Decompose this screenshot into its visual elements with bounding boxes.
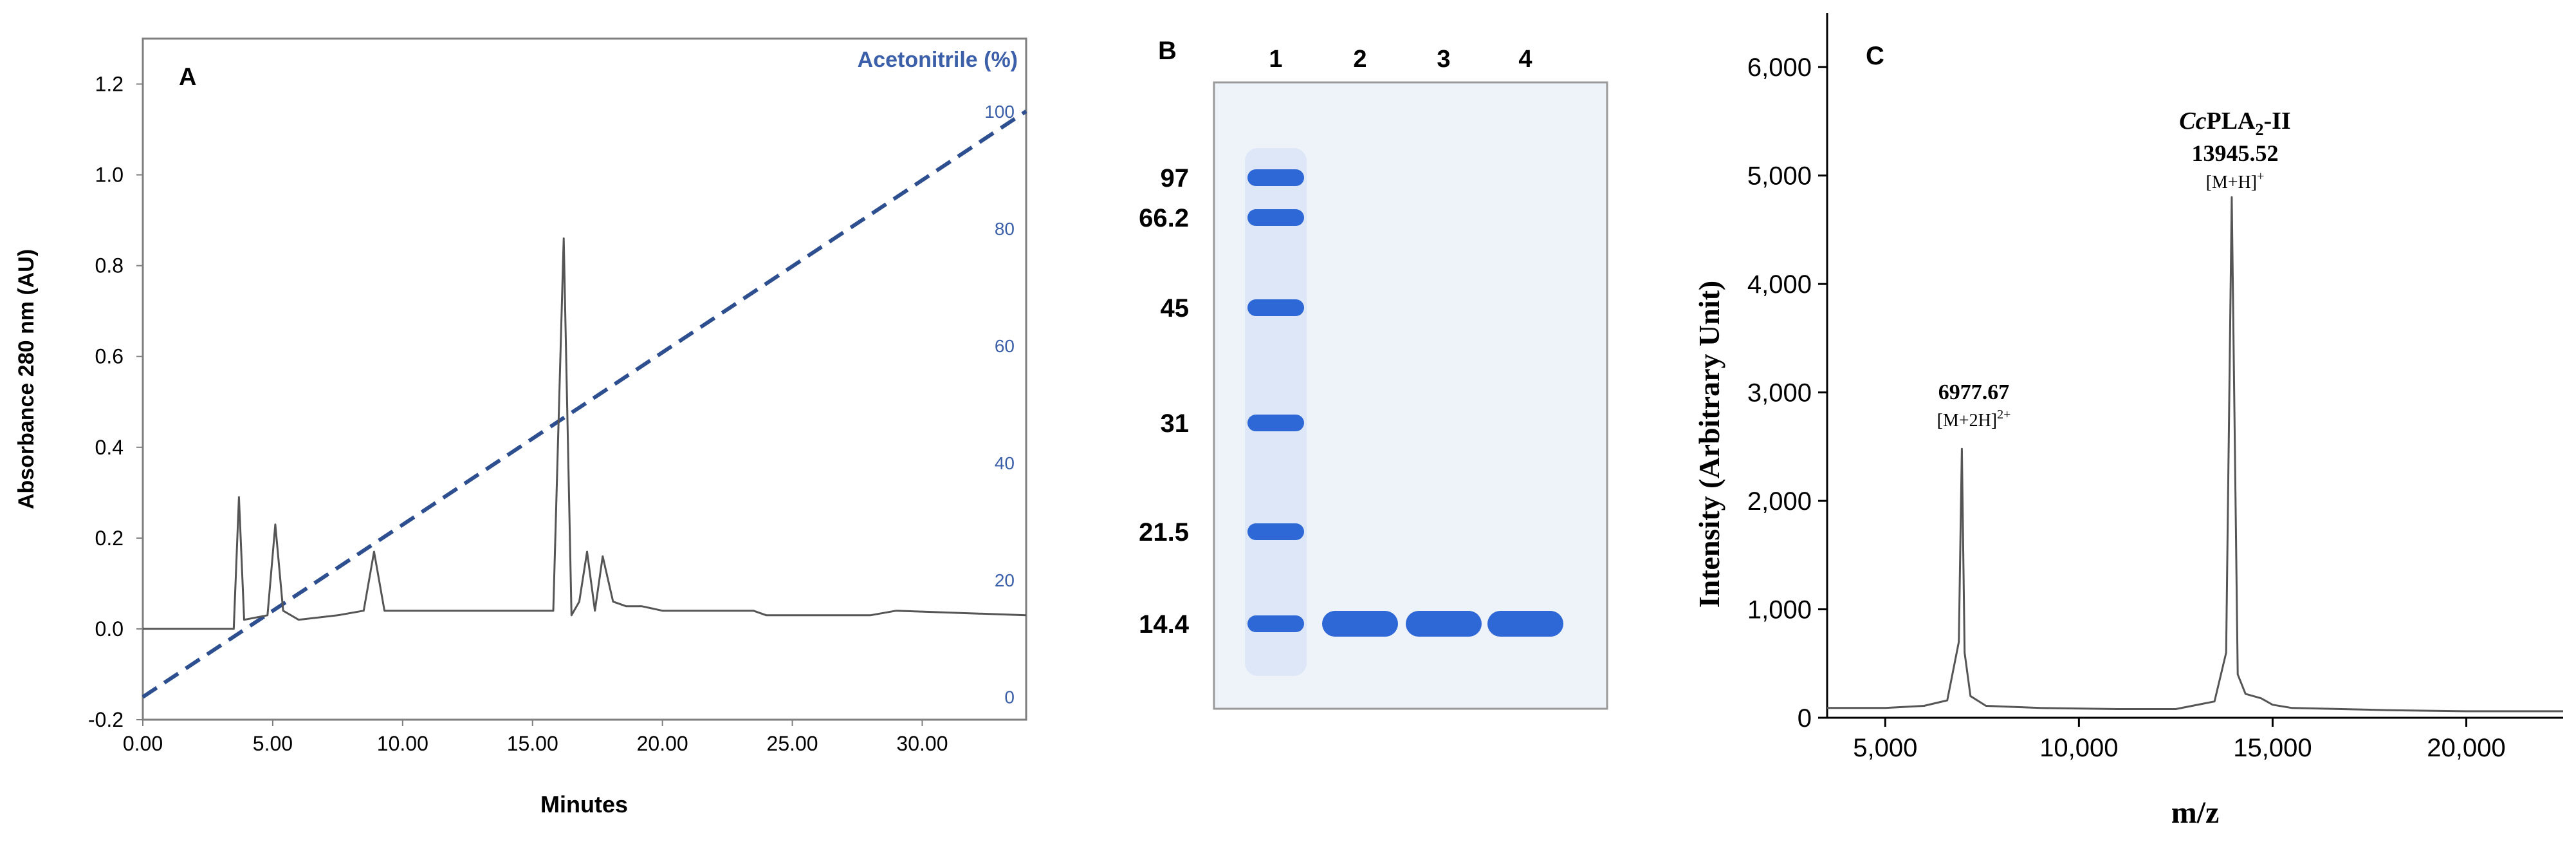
panel-a-x-axis-label: Minutes	[540, 791, 628, 818]
chromatogram-trace	[143, 237, 1027, 630]
gel-band	[1406, 611, 1482, 637]
panel-c-x-tick-label: 20,000	[2427, 734, 2505, 762]
marker-label: 31	[1161, 409, 1190, 438]
marker-label: 97	[1161, 164, 1190, 192]
panel-a-chromatogram: A Acetonitrile (%) Minutes Absorbance 28…	[14, 37, 1027, 818]
panel-a-y-tick-label: -0.2	[88, 708, 124, 731]
marker-label: 21.5	[1139, 518, 1189, 547]
panel-c-y-tick-label: 4,000	[1747, 270, 1812, 299]
mass-spectrum-trace	[1827, 196, 2563, 713]
panel-a-x-tick-label: 0.00	[123, 732, 163, 755]
panel-a-right-tick-label: 40	[995, 453, 1015, 473]
panel-a-right-tick-label: 80	[995, 219, 1015, 239]
lane-label-1: 1	[1269, 46, 1282, 73]
panel-a-y-axis-label: Absorbance 280 nm (AU)	[14, 249, 39, 509]
panel-a-y-tick-label: 0.8	[95, 254, 124, 277]
peak-1-ion-label: [M+2H]2+	[1937, 407, 2011, 431]
acetonitrile-gradient-line	[142, 109, 1027, 699]
panel-a-x-tick-label: 10.00	[377, 732, 428, 755]
panel-c-y-tick-label: 0	[1798, 704, 1812, 733]
gel-band	[1247, 169, 1304, 186]
panel-c-x-tick-label: 5,000	[1853, 734, 1917, 762]
panel-c-y-axis-label: Intensity (Arbitrary Unit)	[1693, 281, 1725, 608]
panel-a-y-tick-label: 0.2	[95, 527, 124, 550]
marker-label: 45	[1161, 294, 1190, 323]
panel-a-right-tick-label: 20	[995, 570, 1015, 590]
gel-band	[1247, 615, 1304, 632]
panel-b-letter: B	[1158, 37, 1177, 65]
gel-band	[1247, 299, 1304, 316]
panel-c-x-tick-label: 10,000	[2039, 734, 2118, 762]
marker-label: 14.4	[1139, 610, 1190, 639]
gel-band	[1487, 611, 1563, 637]
panel-c-y-tick-label: 2,000	[1747, 487, 1812, 516]
gel-band	[1322, 611, 1398, 637]
panel-a-frame	[142, 37, 1027, 721]
gel-band	[1247, 523, 1304, 540]
panel-c-mass-spectrum: C m/z Intensity (Arbitrary Unit) 5,000 10…	[1693, 13, 2563, 830]
panel-b-sds-page: B 1 2 3 4 97 66.2 45 31 21.5 14.4	[1139, 37, 1608, 710]
lane-label-4: 4	[1518, 46, 1532, 73]
peak-2-ion-label: [M+H]+	[2206, 169, 2265, 192]
panel-c-letter: C	[1866, 42, 1884, 70]
peak-1-mass-label: 6977.67	[1938, 380, 2010, 404]
marker-label: 66.2	[1139, 204, 1189, 232]
panel-a-y-tick-label: 1.0	[95, 164, 124, 187]
panel-a-right-axis-label: Acetonitrile (%)	[858, 48, 1018, 72]
panel-a-x-tick-label: 30.00	[896, 732, 948, 755]
panel-c-x-axis-label: m/z	[2171, 796, 2220, 830]
panel-a-y-tick-label: 0.6	[95, 345, 124, 368]
peak-2-mass-label: 13945.52	[2192, 140, 2279, 166]
panel-a-x-tick-label: 25.00	[767, 732, 818, 755]
panel-c-y-tick-label: 1,000	[1747, 596, 1812, 624]
panel-a-x-tick-label: 20.00	[637, 732, 688, 755]
panel-c-y-tick-label: 5,000	[1747, 162, 1812, 191]
panel-a-letter: A	[179, 64, 196, 91]
lane-label-3: 3	[1437, 46, 1450, 73]
peak-2-protein-name: CcPLA2-II	[2179, 108, 2290, 139]
lane-label-2: 2	[1353, 46, 1366, 73]
panel-c-y-tick-label: 3,000	[1747, 379, 1812, 407]
panel-a-y-tick-label: 1.2	[95, 73, 124, 96]
panel-a-y-tick-label: 0.4	[95, 436, 124, 459]
panel-a-x-tick-label: 5.00	[253, 732, 293, 755]
panel-a-right-tick-label: 60	[995, 336, 1015, 356]
panel-a-right-tick-label: 100	[984, 102, 1015, 122]
panel-a-y-tick-label: 0.0	[95, 617, 124, 641]
panel-a-right-tick-label: 0	[1004, 688, 1015, 707]
gel-band	[1247, 415, 1304, 431]
panel-c-x-tick-label: 15,000	[2233, 734, 2312, 762]
marker-lane-smear	[1245, 148, 1307, 676]
gel-band	[1247, 209, 1304, 226]
panel-a-x-tick-label: 15.00	[507, 732, 558, 755]
panel-c-y-tick-label: 6,000	[1747, 53, 1812, 82]
